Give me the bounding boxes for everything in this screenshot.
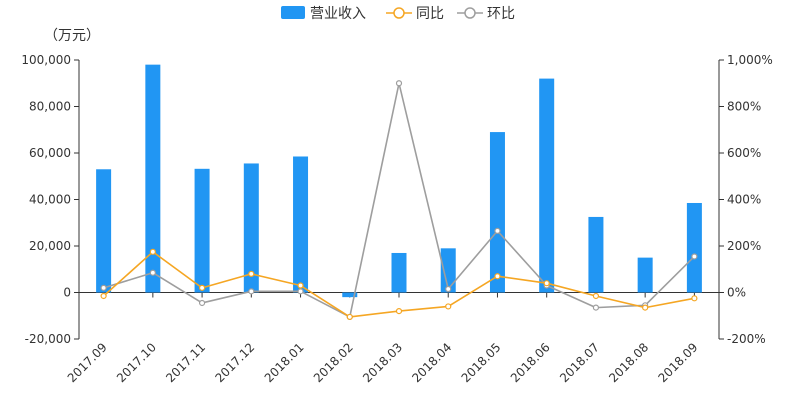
series-point bbox=[100, 292, 107, 300]
bar bbox=[637, 257, 653, 293]
y-right-tick-label: 0% bbox=[727, 286, 746, 300]
bar-series bbox=[96, 64, 702, 298]
y-left-tick-label: 40,000 bbox=[29, 193, 71, 207]
legend-marker-mom bbox=[464, 7, 476, 19]
line-series bbox=[100, 80, 698, 321]
x-tick-label: 2018.05 bbox=[459, 340, 504, 385]
series-point bbox=[642, 304, 649, 311]
x-tick-label: 2018.08 bbox=[606, 340, 651, 385]
legend-label-yoy: 同比 bbox=[416, 6, 444, 22]
bar bbox=[194, 168, 210, 293]
x-tick-label: 2018.09 bbox=[656, 340, 701, 385]
bar bbox=[588, 216, 604, 293]
bar bbox=[489, 132, 505, 293]
y-right-tick-label: -200% bbox=[727, 332, 766, 346]
x-tick-label: 2017.12 bbox=[212, 340, 257, 385]
series-point bbox=[691, 295, 698, 302]
left-axis-unit: （万元） bbox=[44, 28, 100, 44]
bar bbox=[391, 252, 407, 293]
x-tick-label: 2017.10 bbox=[114, 340, 159, 385]
series-point bbox=[543, 280, 550, 287]
series-point bbox=[445, 285, 452, 293]
y-right-tick-label: 200% bbox=[727, 239, 761, 253]
y-left-tick-label: 20,000 bbox=[29, 239, 71, 253]
y-left-tick-label: 60,000 bbox=[29, 146, 71, 160]
bar bbox=[440, 248, 456, 293]
series-point bbox=[248, 288, 255, 295]
x-tick-label: 2018.03 bbox=[360, 340, 405, 385]
bar bbox=[293, 156, 309, 293]
series-point bbox=[100, 284, 107, 291]
bar bbox=[96, 169, 112, 293]
series-point bbox=[494, 273, 501, 280]
y-right-tick-label: 400% bbox=[727, 193, 761, 207]
series-point bbox=[198, 299, 206, 307]
series-point bbox=[297, 282, 304, 289]
x-tick-label: 2018.07 bbox=[557, 340, 602, 385]
y-right-tick-label: 1,000% bbox=[727, 53, 773, 67]
bar bbox=[342, 292, 358, 298]
y-right-tick-label: 600% bbox=[727, 146, 761, 160]
legend-swatch-revenue bbox=[281, 6, 305, 19]
y-left-tick-label: -20,000 bbox=[25, 332, 71, 346]
x-tick-label: 2017.09 bbox=[65, 340, 110, 385]
series-point bbox=[149, 248, 156, 255]
y-right-tick-label: 800% bbox=[727, 100, 761, 114]
bar bbox=[243, 163, 259, 293]
legend-label-mom: 环比 bbox=[487, 6, 515, 22]
series-point bbox=[149, 269, 156, 276]
series-point bbox=[395, 308, 403, 315]
bar bbox=[145, 64, 161, 293]
legend: 营业收入 同比 环比 bbox=[281, 6, 515, 22]
axes: -20,000 0 20,000 40,000 60,000 80,000 100,000 -… bbox=[21, 53, 772, 385]
y-left-tick-label: 80,000 bbox=[29, 100, 71, 114]
series-point bbox=[346, 313, 353, 321]
series-point bbox=[691, 253, 698, 260]
series-point bbox=[248, 270, 255, 277]
series-point bbox=[445, 303, 452, 310]
x-tick-label: 2017.11 bbox=[163, 340, 208, 385]
x-tick-label: 2018.01 bbox=[262, 340, 307, 385]
x-tick-label: 2018.06 bbox=[508, 340, 553, 385]
series-point bbox=[494, 227, 501, 234]
series-point bbox=[592, 292, 600, 300]
series-point bbox=[198, 284, 206, 291]
bar bbox=[686, 202, 702, 293]
legend-label-revenue: 营业收入 bbox=[310, 6, 366, 22]
x-tick-label: 2018.04 bbox=[409, 340, 454, 385]
legend-marker-yoy bbox=[393, 7, 405, 19]
x-tick-label: 2018.02 bbox=[311, 340, 356, 385]
y-left-tick-label: 0 bbox=[63, 286, 71, 300]
series-point bbox=[592, 304, 600, 311]
bar bbox=[539, 78, 555, 293]
series-point bbox=[395, 80, 403, 87]
y-left-tick-label: 100,000 bbox=[21, 53, 71, 67]
series-point bbox=[297, 288, 304, 295]
